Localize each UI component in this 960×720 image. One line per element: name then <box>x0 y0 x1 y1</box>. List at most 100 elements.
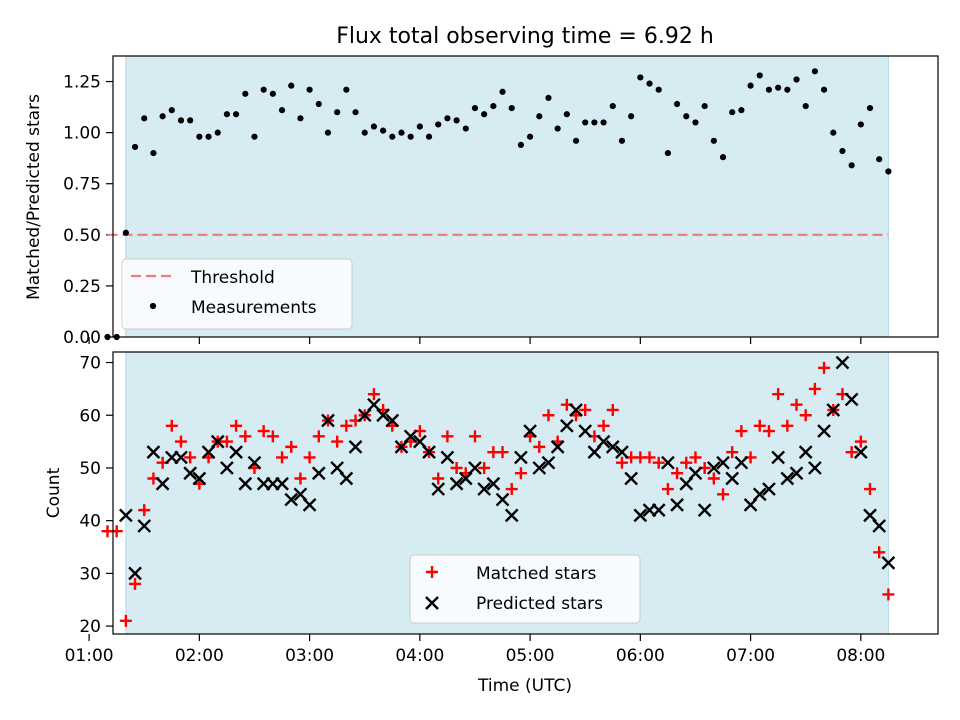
measurement-point <box>628 113 635 120</box>
bottom-y-tick-label: 50 <box>79 459 101 479</box>
matched-star-marker <box>680 456 693 469</box>
legend-predicted-label: Predicted stars <box>476 594 603 614</box>
top-panel: 0.00 0.25 0.50 0.75 1.00 1.25 Threshold Measure… <box>63 55 939 348</box>
matched-star-marker <box>652 456 665 469</box>
predicted-star-marker <box>146 445 161 459</box>
legend-measurements-swatch <box>149 302 157 310</box>
x-tick-label: 02:00 <box>175 646 224 666</box>
matched-star-marker <box>606 403 619 416</box>
matched-star-marker <box>276 451 289 464</box>
predicted-star-marker <box>486 476 501 491</box>
predicted-star-marker <box>348 440 363 454</box>
measurement-point <box>398 129 405 136</box>
measurement-point <box>839 147 846 155</box>
bottom-y-tick-label: 20 <box>79 617 101 637</box>
measurement-point <box>278 107 286 114</box>
top-y-tick-label: 1.00 <box>63 124 101 144</box>
bottom-y-tick-label: 30 <box>79 564 101 584</box>
matched-star-marker <box>735 425 748 438</box>
predicted-star-marker <box>615 445 629 459</box>
matched-star-marker <box>266 430 279 443</box>
measurement-point <box>517 141 525 148</box>
bottom-panel: 20 30 40 50 60 70 01:00 02:00 03:00 04:00 05:00 06:… <box>65 351 939 666</box>
measurement-point <box>582 119 589 126</box>
predicted-star-marker <box>311 466 326 481</box>
measurement-point <box>499 88 506 95</box>
measurement-point <box>389 133 396 140</box>
measurement-point <box>719 154 727 161</box>
x-tick-label: 08:00 <box>836 646 885 666</box>
predicted-star-marker <box>422 445 436 459</box>
predicted-star-marker <box>541 455 556 470</box>
measurement-point <box>664 149 671 157</box>
predicted-star-marker <box>339 471 354 486</box>
measurement-point <box>811 68 818 75</box>
matched-star-marker <box>496 446 509 459</box>
measurement-point <box>738 107 745 114</box>
measurement-point <box>462 125 469 132</box>
x-tick-label: 06:00 <box>616 646 665 666</box>
matched-star-marker <box>661 483 674 496</box>
measurement-point <box>159 113 166 120</box>
bottom-y-tick-label: 70 <box>79 354 101 374</box>
matched-star-marker <box>478 461 491 474</box>
matched-star-marker <box>818 361 831 374</box>
measurement-point <box>141 115 148 122</box>
measurement-point <box>618 137 626 144</box>
measurement-point <box>673 100 681 108</box>
measurement-point <box>692 119 699 126</box>
bottom-y-tick-label: 60 <box>79 406 101 426</box>
legend-matched-swatch <box>426 566 438 578</box>
matched-star-marker <box>367 388 380 401</box>
top-y-tick-label: 0.00 <box>63 328 101 348</box>
predicted-star-marker <box>853 445 868 459</box>
top-y-tick-label: 0.50 <box>63 226 101 246</box>
matched-star-marker <box>340 419 353 432</box>
measurement-point <box>269 90 276 97</box>
predicted-star-marker <box>440 450 455 465</box>
predicted-star-marker <box>275 476 289 491</box>
measurement-point <box>168 107 175 114</box>
predicted-star-marker <box>596 434 611 449</box>
measurement-point <box>572 137 580 144</box>
measurement-point <box>453 117 460 124</box>
predicted-star-marker <box>605 440 620 454</box>
predicted-star-marker <box>238 476 253 491</box>
measurement-point <box>315 100 322 108</box>
measurement-point <box>177 117 185 124</box>
x-axis-label: Time (UTC) <box>477 676 572 696</box>
predicted-star-marker <box>826 403 841 417</box>
matched-star-marker <box>579 403 592 416</box>
predicted-star-marker <box>449 476 464 491</box>
x-tick-label: 05:00 <box>506 646 555 666</box>
x-tick-label: 04:00 <box>395 646 444 666</box>
top-y-tick-label: 0.75 <box>63 175 101 195</box>
matched-star-marker <box>312 430 325 443</box>
predicted-star-marker <box>808 461 822 475</box>
measurement-point <box>435 121 442 128</box>
predicted-star-marker <box>220 461 234 475</box>
measurement-point <box>425 133 433 140</box>
measurement-point <box>150 149 157 157</box>
matched-star-marker <box>726 446 739 459</box>
measurement-point <box>830 129 837 136</box>
measurement-point <box>508 105 515 112</box>
matched-star-marker <box>790 398 803 411</box>
measurement-point <box>416 123 423 130</box>
measurement-point <box>490 102 497 110</box>
measurement-point <box>324 129 332 136</box>
matched-star-marker <box>331 435 344 448</box>
predicted-star-marker <box>119 508 133 523</box>
measurement-point <box>765 86 773 93</box>
matched-star-marker <box>717 488 730 501</box>
matched-star-marker <box>285 440 298 453</box>
matched-star-marker <box>165 419 178 432</box>
bottom-y-tick-label: 40 <box>79 512 101 532</box>
predicted-star-marker <box>872 519 887 533</box>
measurement-point <box>655 86 662 93</box>
matched-star-marker <box>854 435 867 448</box>
measurement-point <box>802 102 809 110</box>
measurement-point <box>775 84 782 91</box>
top-y-axis-label: Matched/Predicted stars <box>24 94 44 300</box>
